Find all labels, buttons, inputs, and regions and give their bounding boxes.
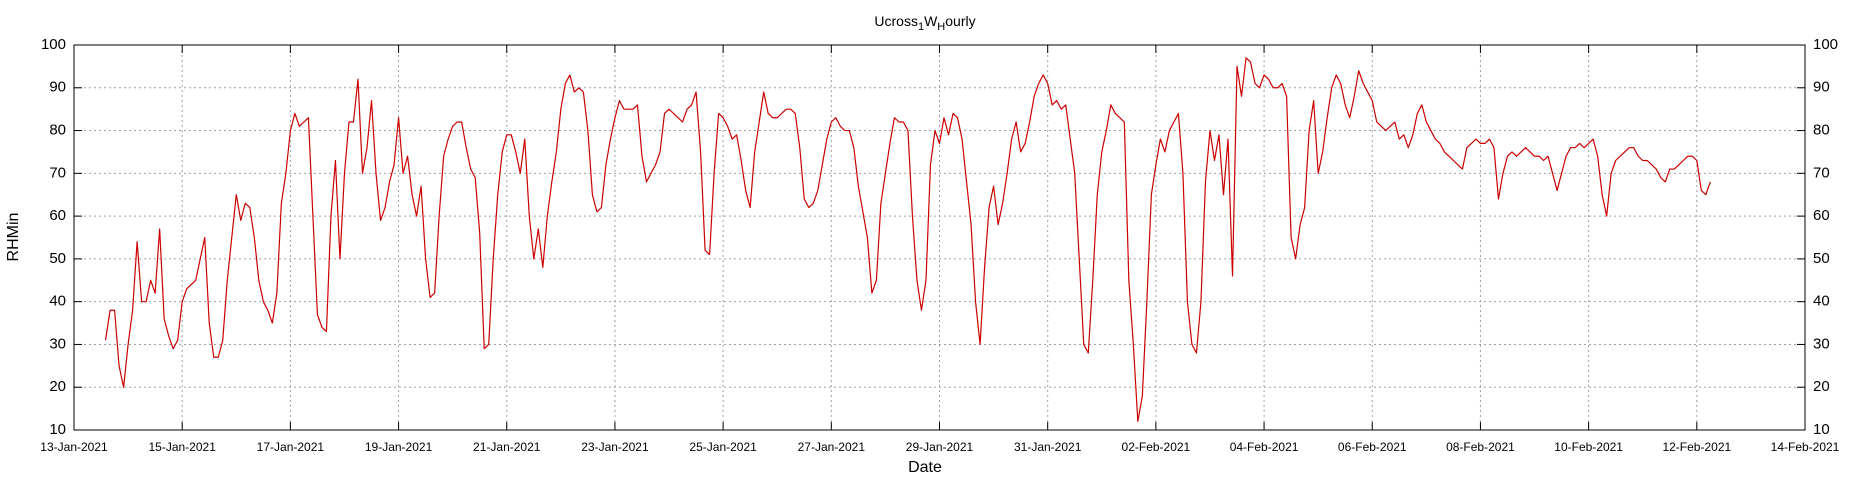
x-tick-label: 31-Jan-2021: [1014, 440, 1082, 454]
x-tick-label: 25-Jan-2021: [689, 440, 757, 454]
x-tick-label: 10-Feb-2021: [1554, 440, 1623, 454]
x-tick-label: 15-Jan-2021: [148, 440, 216, 454]
y-tick-label: 10: [49, 421, 66, 438]
data-line: [104, 57, 1711, 423]
y-tick-label: 80: [49, 122, 66, 139]
x-tick-label: 13-Jan-2021: [40, 440, 108, 454]
y-tick-label-right: 40: [1813, 293, 1830, 310]
y-tick-label: 90: [49, 79, 66, 96]
x-tick-label: 12-Feb-2021: [1662, 440, 1731, 454]
title-part: H: [937, 21, 945, 33]
x-tick-label: 14-Feb-2021: [1771, 440, 1840, 454]
title-part: ourly: [945, 13, 975, 29]
y-tick-label-right: 20: [1813, 378, 1830, 395]
plot-frame: [73, 44, 1806, 431]
y-tick-label-right: 60: [1813, 207, 1830, 224]
title-part: 1: [918, 21, 924, 33]
y-tick-label-right: 50: [1813, 250, 1830, 267]
y-tick-label-right: 10: [1813, 421, 1830, 438]
x-tick-label: 06-Feb-2021: [1338, 440, 1407, 454]
title-part: W: [924, 13, 938, 29]
y-tick-label-right: 30: [1813, 335, 1830, 352]
y-tick-label-right: 90: [1813, 79, 1830, 96]
y-tick-label-right: 80: [1813, 122, 1830, 139]
y-tick-label: 100: [41, 36, 66, 53]
x-axis-label: Date: [908, 459, 942, 476]
y-tick-label: 50: [49, 250, 66, 267]
y-axis-label: RHMin: [5, 213, 22, 262]
x-tick-label: 29-Jan-2021: [906, 440, 974, 454]
y-tick-label-right: 70: [1813, 164, 1830, 181]
y-tick-label: 60: [49, 207, 66, 224]
x-tick-label: 23-Jan-2021: [581, 440, 649, 454]
y-tick-label: 70: [49, 164, 66, 181]
y-tick-label: 40: [49, 293, 66, 310]
y-tick-label-right: 100: [1813, 36, 1838, 53]
x-tick-label: 02-Feb-2021: [1122, 440, 1191, 454]
y-tick-label: 20: [49, 378, 66, 395]
x-tick-label: 21-Jan-2021: [473, 440, 541, 454]
x-tick-label: 08-Feb-2021: [1446, 440, 1515, 454]
x-tick-label: 27-Jan-2021: [798, 440, 866, 454]
y-tick-label: 30: [49, 335, 66, 352]
x-tick-label: 04-Feb-2021: [1230, 440, 1299, 454]
x-tick-label: 19-Jan-2021: [365, 440, 433, 454]
x-tick-label: 17-Jan-2021: [257, 440, 325, 454]
title-part: Ucross: [874, 13, 918, 29]
chart-title: Ucross1WHourly: [874, 13, 975, 33]
